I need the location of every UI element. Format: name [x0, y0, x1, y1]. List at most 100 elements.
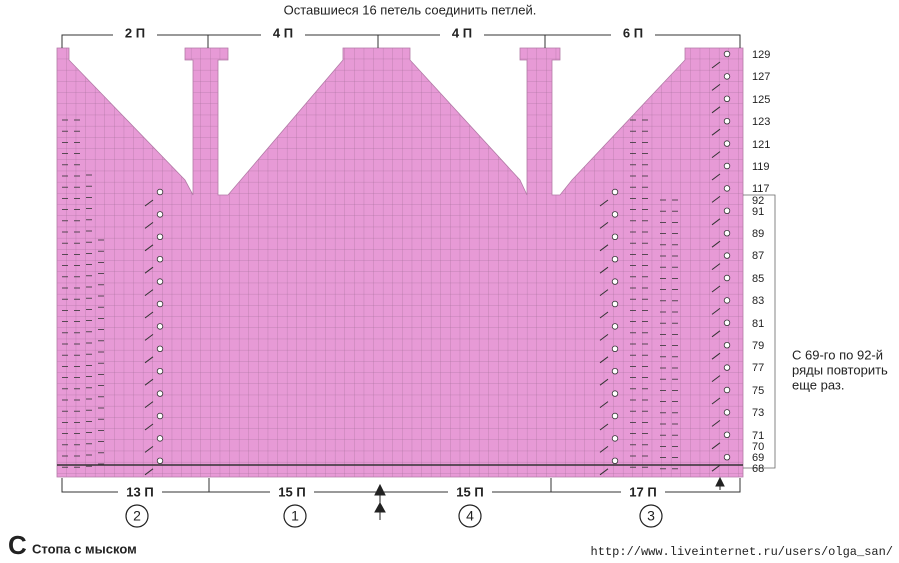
decrease-symbol: [144, 221, 154, 229]
bottom-stitch-label: 15 П: [278, 484, 305, 499]
decrease-symbol: [711, 375, 721, 383]
yarn-over-symbol: [611, 256, 619, 263]
yarn-over-symbol: [723, 454, 731, 461]
label-bg: [611, 27, 655, 43]
label-bg: [621, 484, 665, 500]
row-number: 121: [752, 139, 770, 151]
label-bg: [113, 27, 157, 43]
decrease-symbol: [711, 128, 721, 136]
decrease-symbol: [599, 244, 609, 252]
top-note: Оставшиеся 16 петель соединить петлей.: [284, 2, 537, 17]
start-arrow: [374, 483, 386, 520]
decrease-symbol: [599, 423, 609, 431]
decrease-symbol: [599, 401, 609, 409]
decrease-symbol: [144, 378, 154, 386]
decrease-symbol: [711, 218, 721, 226]
row-number: 92: [752, 195, 764, 207]
yarn-over-symbol: [611, 457, 619, 464]
decrease-symbol: [711, 263, 721, 271]
yarn-over-symbol: [156, 188, 164, 196]
yarn-over-symbol: [611, 345, 619, 352]
knitting-chart: [56, 47, 744, 478]
yarn-over-symbol: [611, 323, 619, 330]
yarn-over-symbol: [723, 274, 731, 282]
circle-marker: [639, 504, 663, 528]
yarn-over-symbol: [156, 368, 164, 375]
row-number: 75: [752, 385, 764, 397]
row-number: 129: [752, 49, 770, 61]
yarn-over-symbol: [156, 412, 164, 420]
label-bg: [270, 484, 314, 500]
row-number: 117: [752, 183, 770, 195]
decrease-symbol: [144, 199, 154, 207]
yarn-over-symbol: [723, 185, 731, 192]
decrease-symbol: [144, 445, 154, 453]
circled-number: 1: [291, 508, 299, 524]
yarn-over-symbol: [723, 95, 731, 102]
decrease-symbol: [599, 199, 609, 207]
section-letter: С: [8, 530, 27, 560]
row-number: 125: [752, 94, 770, 106]
row-number: 127: [752, 71, 770, 83]
label-bg: [261, 27, 305, 43]
row-arrow: [715, 476, 725, 490]
yarn-over-symbol: [156, 323, 164, 330]
side-note: еще раз.: [792, 377, 845, 392]
row-number: 85: [752, 273, 764, 285]
section-title: Стопа с мыском: [32, 541, 137, 556]
row-number: 70: [752, 441, 764, 453]
repeat-bracket: [743, 194, 776, 469]
bottom-stitch-label: 17 П: [629, 484, 656, 499]
yarn-over-symbol: [723, 252, 731, 259]
top-stitch-label: 4 П: [273, 25, 293, 40]
decrease-symbol: [711, 352, 721, 360]
row-number: 71: [752, 430, 764, 442]
row-number: 123: [752, 116, 770, 128]
decrease-symbol: [711, 106, 721, 114]
row-number: 73: [752, 407, 764, 419]
top-stitch-label: 6 П: [623, 25, 643, 40]
yarn-over-symbol: [723, 140, 731, 147]
url: http://www.liveinternet.ru/users/olga_sa…: [591, 545, 893, 559]
yarn-over-symbol: [156, 278, 164, 285]
yarn-over-symbol: [723, 297, 731, 304]
row-number: 83: [752, 295, 764, 307]
decrease-symbol: [144, 311, 154, 319]
side-note: С 69-го по 92-й: [792, 347, 883, 362]
yarn-over-symbol: [723, 207, 731, 214]
row-number: 68: [752, 463, 764, 475]
yarn-over-symbol: [611, 211, 619, 218]
yarn-over-symbol: [611, 300, 619, 308]
row-number: 81: [752, 318, 764, 330]
circle-marker: [125, 504, 149, 528]
decrease-symbol: [711, 151, 721, 159]
decrease-symbol: [599, 378, 609, 386]
decrease-symbol: [144, 266, 154, 274]
yarn-over-symbol: [723, 229, 731, 237]
yarn-over-symbol: [611, 278, 619, 285]
decrease-symbol: [711, 240, 721, 248]
row-number: 91: [752, 206, 764, 218]
yarn-over-symbol: [156, 345, 164, 352]
decrease-symbol: [711, 442, 721, 450]
circle-marker: [283, 504, 307, 528]
yarn-over-symbol: [723, 73, 731, 80]
decrease-symbol: [599, 266, 609, 274]
decrease-symbol: [599, 289, 609, 297]
decrease-symbol: [711, 173, 721, 181]
yarn-over-symbol: [723, 50, 731, 58]
yarn-over-symbol: [723, 319, 731, 326]
bottom-stitch-label: 15 П: [456, 484, 483, 499]
yarn-over-symbol: [611, 233, 619, 240]
decrease-symbol: [711, 307, 721, 315]
decrease-symbol: [144, 401, 154, 409]
label-bg: [118, 484, 162, 500]
yarn-over-symbol: [723, 386, 731, 394]
decrease-symbol: [144, 468, 154, 476]
bottom-stitch-label: 13 П: [126, 484, 153, 499]
decrease-symbol: [599, 356, 609, 364]
decrease-symbol: [711, 285, 721, 293]
circled-number: 2: [133, 508, 141, 524]
yarn-over-symbol: [156, 300, 164, 308]
yarn-over-symbol: [156, 256, 164, 263]
